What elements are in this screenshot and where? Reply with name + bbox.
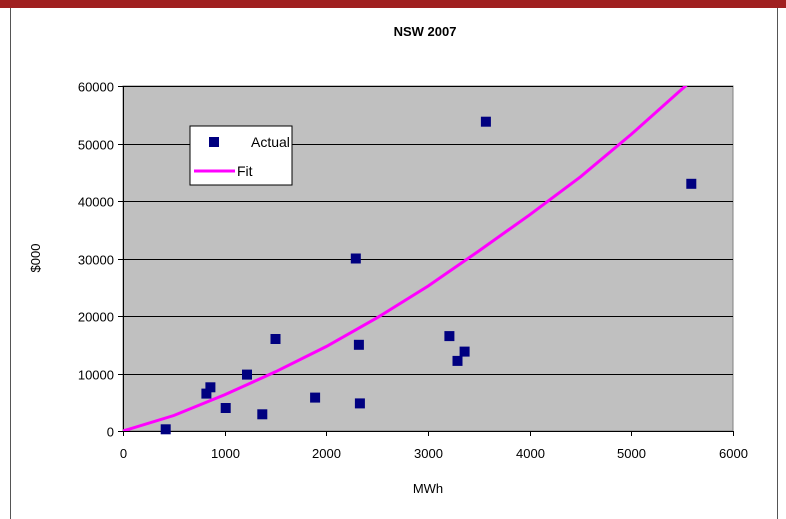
actual-point [257,409,268,420]
x-tick-label: 2000 [312,446,341,461]
legend-fit-label: Fit [237,163,253,179]
actual-point [444,331,455,342]
fit-series [123,86,688,431]
legend-actual-label: Actual [251,134,290,150]
legend-actual-marker [209,137,219,147]
chart-title: NSW 2007 [394,24,457,39]
x-tick-label: 5000 [617,446,646,461]
actual-point [220,403,231,413]
actual-point [350,253,361,264]
actual-point [205,382,216,393]
actual-point [270,334,281,344]
x-tick-label: 1000 [211,446,240,461]
actual-point [242,369,252,380]
fit-line [123,86,688,431]
y-tick-label: 60000 [78,80,114,95]
actual-point [160,424,171,435]
y-axis-title: $000 [28,244,43,273]
legend-box [189,125,293,186]
x-tick-label: 0 [120,446,127,461]
actual-point [480,116,491,127]
x-tick-label: 4000 [516,446,545,461]
y-tick-label: 20000 [78,310,114,325]
actual-point [354,398,365,409]
x-axis-title: MWh [413,481,443,496]
actual-series [160,116,697,435]
axes [118,86,734,436]
y-tick-labels: 0 10000 20000 30000 40000 50000 60000 [78,80,114,440]
x-tick-labels: 0 1000 2000 3000 4000 5000 6000 [120,446,748,461]
top-bar [0,0,786,8]
actual-point [452,355,463,366]
actual-point [310,392,321,403]
actual-point [686,178,697,189]
actual-point [459,346,470,357]
y-tick-label: 40000 [78,195,114,210]
x-tick-label: 6000 [719,446,748,461]
y-tick-label: 0 [107,425,114,440]
x-tick-label: 3000 [414,446,443,461]
actual-point [201,388,212,399]
y-tick-label: 10000 [78,368,114,383]
y-tick-label: 30000 [78,253,114,268]
y-tick-label: 50000 [78,138,114,153]
legend: Actual Fit [189,125,293,186]
gridlines [123,86,733,375]
actual-point [353,339,364,350]
